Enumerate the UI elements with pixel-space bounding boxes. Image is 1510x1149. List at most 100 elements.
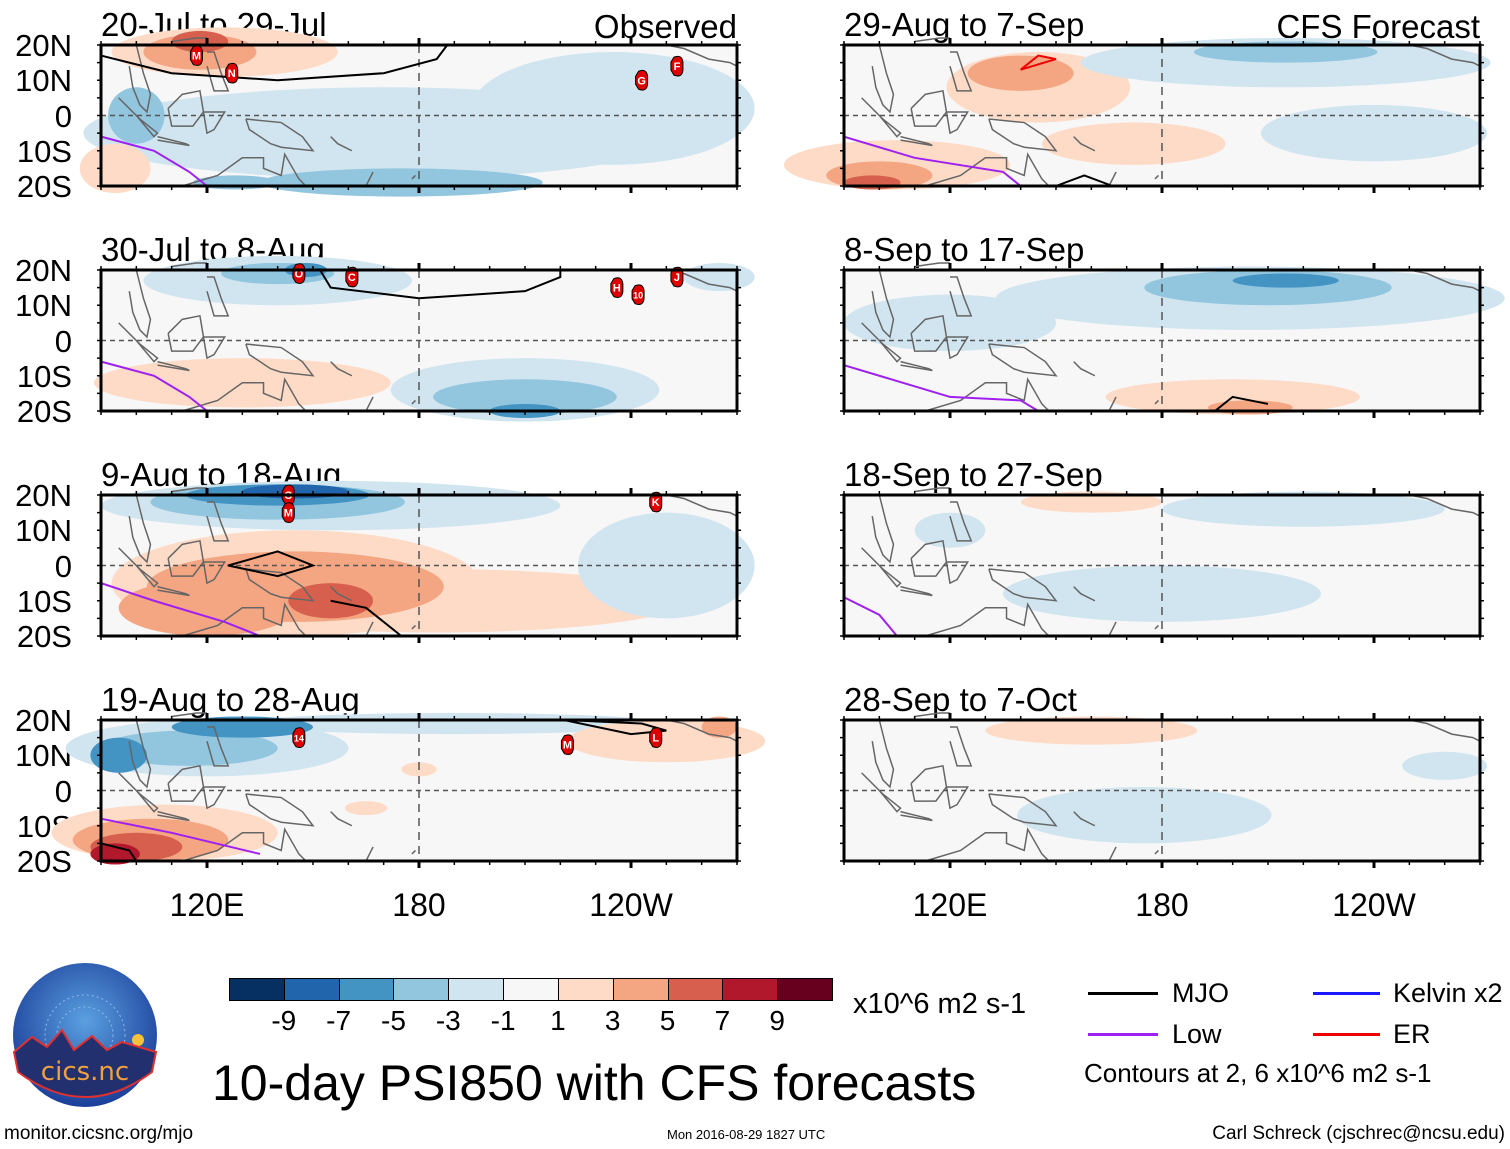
storm-marker: J <box>670 266 684 288</box>
shading-region <box>79 143 151 194</box>
coastline <box>171 37 207 43</box>
site-url[interactable]: monitor.cicsnc.org/mjo <box>4 1123 194 1144</box>
coastline <box>411 399 416 405</box>
y-tick-label: 0 <box>54 548 72 584</box>
storm-label: M <box>563 740 572 752</box>
colorbar-swatch <box>557 978 614 1001</box>
contour-line <box>563 719 667 736</box>
colorbar-label: 7 <box>714 1005 731 1036</box>
storm-label: F <box>674 61 681 73</box>
coastline <box>202 786 226 810</box>
storm-marker: G <box>635 69 649 91</box>
shading-region <box>985 716 1198 745</box>
colorbar-label: 5 <box>659 1005 676 1036</box>
coastline <box>182 152 307 187</box>
coastline <box>871 44 895 114</box>
shading-region <box>701 716 737 738</box>
svg-text:cics.nc: cics.nc <box>41 1057 129 1087</box>
map-panel <box>840 262 1505 418</box>
shading-region <box>288 583 374 619</box>
coastline <box>1154 174 1159 180</box>
storm-marker: N <box>225 62 239 84</box>
shading-region <box>1162 491 1445 527</box>
coastline <box>988 118 1058 152</box>
shading-region <box>578 512 755 619</box>
coastline <box>988 793 1058 827</box>
coastline <box>900 360 933 372</box>
map-panel: CMK <box>97 480 755 643</box>
y-tick-label: 10N <box>15 513 72 549</box>
shading-region <box>1402 751 1488 780</box>
shading-region <box>433 379 617 415</box>
y-tick-label: 20N <box>15 28 72 63</box>
y-tick-label: 20N <box>15 478 72 513</box>
map-panel: M N G F <box>79 27 755 197</box>
coastline <box>411 624 416 630</box>
colorbar-swatch <box>448 978 505 1001</box>
coastline <box>1108 846 1117 862</box>
shading-region <box>90 843 140 865</box>
storm-marker: 14 <box>292 727 306 748</box>
colorbar-swatch <box>667 978 724 1001</box>
x-tick-label: 120E <box>169 887 245 923</box>
coastline <box>949 51 973 92</box>
shading-region <box>472 52 755 165</box>
coastline <box>1108 621 1117 637</box>
coastline <box>330 811 353 827</box>
storm-marker: 10 <box>631 284 645 305</box>
coastline <box>1409 494 1481 517</box>
shading-region <box>1041 122 1226 165</box>
coastline <box>365 846 374 862</box>
cics-logo[interactable]: cics.nc <box>12 962 158 1108</box>
contour-line <box>330 599 402 637</box>
contour-line <box>1055 174 1113 187</box>
storm-label: H <box>613 283 621 295</box>
coastline <box>949 501 973 542</box>
contour-line <box>100 360 208 412</box>
coastline <box>182 602 307 637</box>
y-tick-label: 10S <box>16 583 72 619</box>
coastline <box>202 561 226 585</box>
colorbar-swatch <box>393 978 450 1001</box>
storm-label: N <box>228 68 236 80</box>
contour-line <box>100 44 449 82</box>
colorbar-units: x10^6 m2 s-1 <box>853 988 1027 1020</box>
shading-region <box>684 262 755 292</box>
storm-marker: M <box>560 734 574 755</box>
colorbar-swatch <box>338 978 395 1001</box>
contour-line <box>1214 395 1269 412</box>
contour-line <box>843 596 898 637</box>
map-panel: O C H 10 J <box>93 255 755 422</box>
coastline <box>118 322 159 363</box>
shading-region <box>1080 37 1491 88</box>
shading-region <box>967 55 1074 91</box>
y-tick-label: 20S <box>16 394 72 429</box>
coastline <box>861 547 902 588</box>
storm-marker: M <box>281 502 295 523</box>
coastline <box>128 494 152 564</box>
coastline <box>1073 361 1096 377</box>
colorbar-swatch <box>283 978 340 1001</box>
coastline <box>202 111 226 135</box>
y-tick-label: 10S <box>16 133 72 169</box>
coastline <box>914 262 950 268</box>
coastline <box>1108 171 1117 187</box>
storm-label: K <box>652 497 660 509</box>
colorbar-swatch <box>722 978 779 1001</box>
storm-label: 10 <box>633 291 643 301</box>
er-legend-line <box>1313 1033 1380 1036</box>
colorbar-label: 9 <box>769 1005 785 1036</box>
coastline <box>945 336 969 360</box>
coastline <box>330 361 353 377</box>
coastline <box>949 726 973 767</box>
coastline <box>871 269 895 339</box>
coastline <box>900 585 933 597</box>
coastline <box>1073 586 1096 602</box>
coastline <box>182 827 307 862</box>
coastline <box>157 360 190 372</box>
coastline <box>118 97 159 138</box>
y-tick-label: 20N <box>15 253 72 288</box>
storm-marker: O <box>292 263 306 284</box>
y-tick-label: 10S <box>16 358 72 394</box>
shading-region <box>1232 273 1339 288</box>
